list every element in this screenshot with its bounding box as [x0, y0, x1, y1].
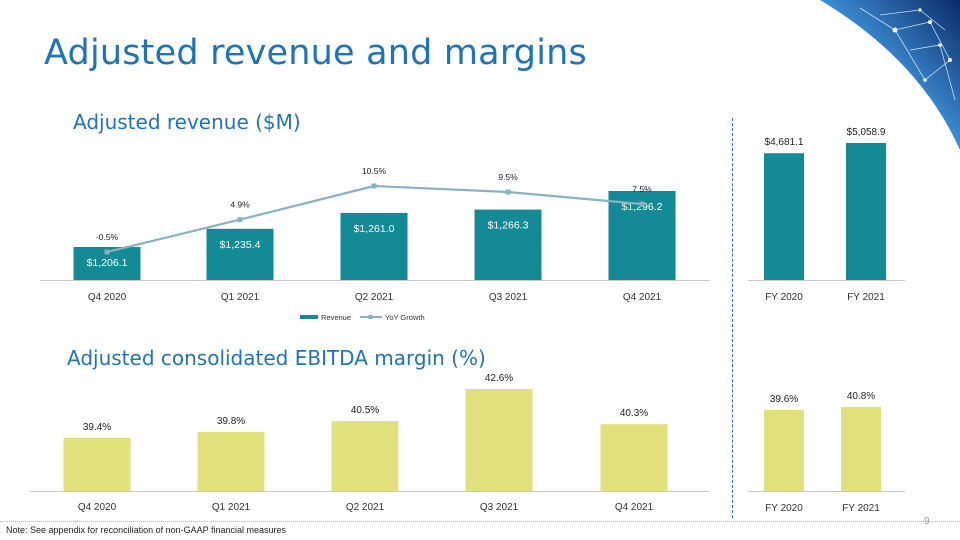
ebitda-x-tick: Q1 2021: [212, 502, 251, 513]
legend-growth-label: YoY Growth: [385, 313, 425, 322]
ebitda-bar: [465, 389, 533, 491]
revenue-bar-label: $1,206.1: [87, 257, 128, 269]
ebitda-bar-label: 39.4%: [83, 422, 111, 433]
revenue-fy-bar-label: $5,058.9: [847, 127, 886, 138]
ebitda-x-tick: Q2 2021: [346, 502, 385, 513]
ebitda-x-tick: Q3 2021: [480, 502, 519, 513]
ebitda-bar-label: 40.5%: [351, 405, 379, 416]
ebitda-fy-bar: [764, 410, 804, 491]
ebitda-fy-x-tick: FY 2020: [765, 503, 803, 514]
revenue-x-tick: Q2 2021: [355, 292, 394, 303]
ebitda-bar: [600, 424, 668, 491]
revenue-chart-title: Adjusted revenue ($M): [73, 110, 301, 134]
yoy-growth-point: [505, 189, 511, 195]
ebitda-x-tick: Q4 2021: [615, 502, 654, 513]
legend-growth-marker: [368, 315, 373, 319]
yoy-growth-label: 9.5%: [498, 172, 518, 182]
legend-revenue-swatch: [300, 315, 318, 319]
yoy-growth-label: -0.5%: [96, 232, 119, 242]
yoy-growth-label: 10.5%: [362, 166, 387, 176]
revenue-x-tick: Q4 2021: [623, 292, 662, 303]
revenue-fy-bar: [846, 143, 886, 280]
ebitda-bar: [63, 438, 131, 491]
legend-revenue-label: Revenue: [321, 313, 351, 322]
yoy-growth-point: [237, 217, 243, 223]
revenue-fy-bar: [764, 153, 804, 280]
ebitda-fy-bar: [841, 407, 881, 491]
yoy-growth-label: 4.9%: [230, 200, 250, 210]
ebitda-bar: [197, 431, 265, 491]
ebitda-bar-label: 42.6%: [485, 373, 513, 384]
ebitda-bar-label: 40.3%: [620, 408, 648, 419]
network-corner-graphic: [820, 0, 960, 150]
ebitda-fy-x-tick: FY 2021: [842, 503, 880, 514]
ebitda-bar-label: 39.8%: [217, 416, 245, 427]
footnote: Note: See appendix for reconciliation of…: [6, 525, 286, 535]
ebitda-x-tick: Q4 2020: [78, 502, 117, 513]
yoy-growth-point: [371, 183, 377, 189]
revenue-bar-label: $1,235.4: [220, 239, 261, 251]
revenue-x-tick: Q3 2021: [489, 292, 528, 303]
revenue-bar: [474, 209, 542, 280]
revenue-bar-label: $1,261.0: [354, 223, 395, 235]
footer-divider: [0, 521, 960, 522]
revenue-bar: [206, 228, 274, 280]
ebitda-fy-bar-label: 40.8%: [847, 391, 875, 402]
revenue-x-tick: Q1 2021: [221, 292, 260, 303]
revenue-fy-x-tick: FY 2021: [847, 292, 885, 303]
section-divider: [732, 118, 733, 518]
page-title: Adjusted revenue and margins: [44, 33, 587, 73]
revenue-fy-bar-label: $4,681.1: [765, 137, 804, 148]
revenue-bar-label: $1,266.3: [488, 220, 529, 232]
yoy-growth-label: 7.5%: [632, 184, 652, 194]
ebitda-chart-title: Adjusted consolidated EBITDA margin (%): [67, 346, 486, 370]
revenue-x-tick: Q4 2020: [88, 292, 127, 303]
page-number: 9: [924, 516, 930, 527]
yoy-growth-point: [104, 249, 110, 255]
ebitda-fy-bar-label: 39.6%: [770, 394, 798, 405]
revenue-fy-x-tick: FY 2020: [765, 292, 803, 303]
yoy-growth-point: [639, 201, 645, 207]
ebitda-bar: [331, 421, 399, 491]
revenue-bar: [340, 212, 408, 280]
